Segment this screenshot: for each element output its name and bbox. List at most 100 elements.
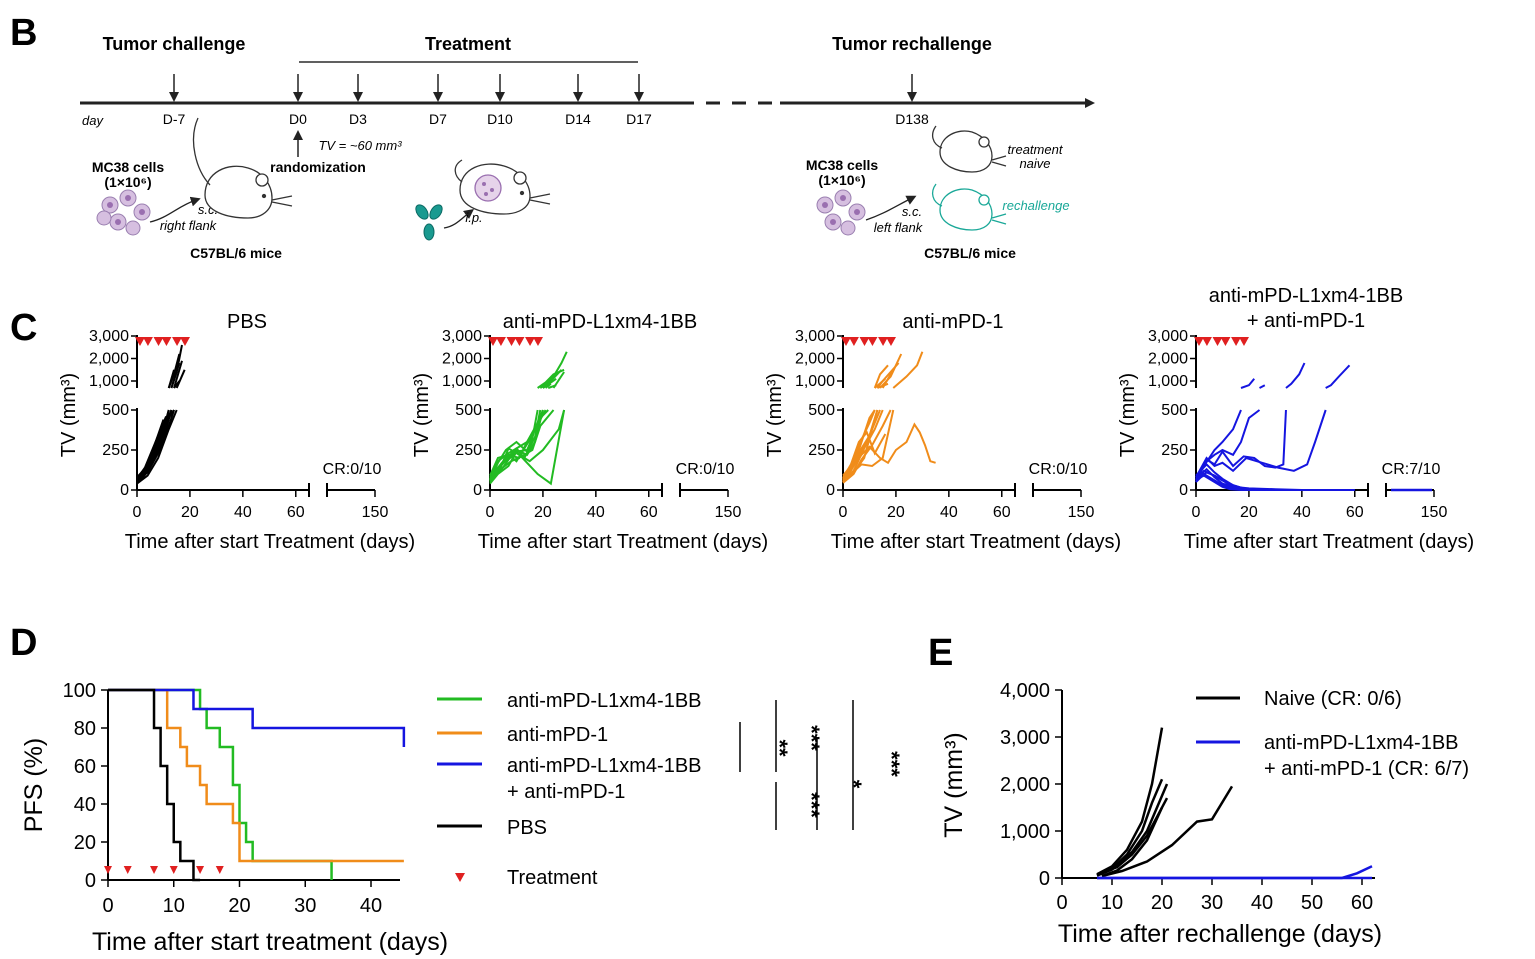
x-tick-label: 0 (1192, 504, 1201, 521)
tumor-growth-line (489, 409, 566, 486)
chart-title: anti-mPD-L1xm4-1BB (1209, 285, 1404, 307)
x-axis-label: Time after start Treatment (days) (478, 531, 768, 553)
y-tick-label: 3,000 (442, 328, 482, 345)
timeline-day-label: D0 (289, 111, 307, 127)
x-tick-label: 150 (715, 504, 742, 521)
x-tick-label: 40 (234, 504, 252, 521)
legend-label: anti-mPD-L1xm4-1BB (1264, 732, 1459, 754)
x-tick-label: 150 (1421, 504, 1448, 521)
x-tick-label: 20 (887, 504, 905, 521)
treatment-marker (867, 337, 878, 346)
treatment-marker (1220, 337, 1231, 346)
y-tick-label: 3,000 (1148, 328, 1188, 345)
significance-label: *** (799, 725, 824, 751)
x-tick-label: 0 (839, 504, 848, 521)
x-tick-label: 20 (1240, 504, 1258, 521)
y-tick-label: 500 (102, 402, 129, 419)
tv-chart-C4: anti-mPD-L1xm4-1BB + anti-mPD-1 3,000 2,000… (1117, 285, 1474, 553)
tumor-mouse-icon (454, 159, 551, 215)
tumor-growth-line (879, 353, 903, 389)
x-tick-label: 0 (1056, 892, 1067, 914)
day-label: day (82, 113, 104, 128)
naive-label-line2: naive (1019, 156, 1050, 171)
tumor-growth-line (1259, 384, 1266, 389)
panel-label-d: D (10, 622, 37, 664)
tumor-growth-line (537, 368, 565, 389)
mc38-cells-left (96, 189, 151, 236)
treatment-marker (495, 337, 506, 346)
y-tick-label: 1,000 (1000, 821, 1050, 843)
y-tick-label: 500 (455, 402, 482, 419)
ip-injection-arrow (443, 208, 474, 229)
pfs-curve (108, 688, 201, 882)
tumor-growth-line (1325, 364, 1351, 389)
tumor-growth-line (842, 409, 892, 484)
complete-response-label: CR:0/10 (676, 461, 735, 478)
y-tick-label: 1,000 (442, 373, 482, 390)
x-tick-label: 10 (163, 895, 185, 917)
rechallenge-injection-arrow (865, 195, 917, 221)
y-tick-label: 2,000 (89, 351, 129, 368)
panel-label-e: E (928, 632, 953, 674)
x-tick-label: 0 (102, 895, 113, 917)
x-tick-label: 40 (940, 504, 958, 521)
x-tick-label: 10 (1101, 892, 1123, 914)
y-tick-label: 0 (473, 482, 482, 499)
tumor-growth-line (1195, 409, 1327, 478)
x-tick-label: 150 (362, 504, 389, 521)
tumor-growth-line (136, 419, 165, 481)
treatment-marker (153, 337, 164, 346)
significance-label: *** (799, 792, 824, 818)
tumor-growth-line (542, 377, 557, 389)
treatment-marker (142, 337, 153, 346)
treatment-marker (161, 337, 172, 346)
y-axis-label: TV (mm³) (58, 373, 80, 457)
treatment-marker (1201, 337, 1212, 346)
x-tick-label: 20 (228, 895, 250, 917)
treatment-marker (878, 337, 889, 346)
tumor-growth-line (842, 409, 884, 482)
tumor-growth-line (489, 409, 549, 477)
timeline-day-label: D-7 (163, 111, 186, 127)
timeline-days: D-7 D0 D3 D7 D10 D14 D17 D138 (163, 74, 929, 127)
treatment-marker (215, 866, 224, 874)
tumor-growth-line (892, 351, 924, 389)
x-tick-label: 60 (287, 504, 305, 521)
mc38-cells-right (816, 189, 866, 236)
x-tick-label: 40 (1293, 504, 1311, 521)
y-axis-label: TV (mm³) (1117, 373, 1139, 457)
rechallenge-label: rechallenge (1002, 198, 1069, 213)
right-route: s.c. (902, 204, 922, 219)
tumor-growth-line (877, 382, 889, 389)
x-axis-label: Time after start Treatment (days) (1184, 531, 1474, 553)
tumor-growth-line (1097, 865, 1373, 880)
randomization-label: randomization (270, 159, 366, 175)
x-axis-label: Time after start Treatment (days) (831, 531, 1121, 553)
y-tick-label: 4,000 (1000, 680, 1050, 702)
tumor-growth-line (1240, 378, 1255, 389)
panel-c: PBS 3,000 2,000 1,000 500 250 0 TV (mm³) 0 20 40 60… (58, 285, 1474, 553)
tumor-growth-line (1101, 785, 1234, 878)
tumor-growth-line (873, 364, 889, 389)
tumor-growth-line (1096, 727, 1164, 876)
significance-label: ** (767, 739, 792, 757)
antibody-icon (415, 204, 443, 241)
x-tick-label: 60 (640, 504, 658, 521)
treatment-marker (196, 866, 205, 874)
tumor-growth-line (173, 380, 181, 389)
timeline-day-label: D14 (565, 111, 591, 127)
tumor-growth-line (874, 378, 886, 389)
treatment-marker (532, 337, 543, 346)
y-axis-label: TV (mm³) (411, 373, 433, 457)
tumor-volume-note: TV = ~60 mm³ (318, 138, 402, 153)
treatment-marker (150, 866, 159, 874)
treatment-marker (1231, 337, 1242, 346)
tumor-growth-line (1096, 783, 1169, 877)
tv-chart-C2: anti-mPD-L1xm4-1BB 3,000 2,000 1,000 500 250 0… (411, 311, 768, 553)
complete-response-label: CR:0/10 (1029, 461, 1088, 478)
x-tick-label: 20 (181, 504, 199, 521)
tumor-rechallenge-title: Tumor rechallenge (832, 34, 992, 54)
y-tick-label: 2,000 (1148, 351, 1188, 368)
x-tick-label: 60 (1346, 504, 1364, 521)
y-axis-label: TV (mm³) (940, 732, 968, 838)
